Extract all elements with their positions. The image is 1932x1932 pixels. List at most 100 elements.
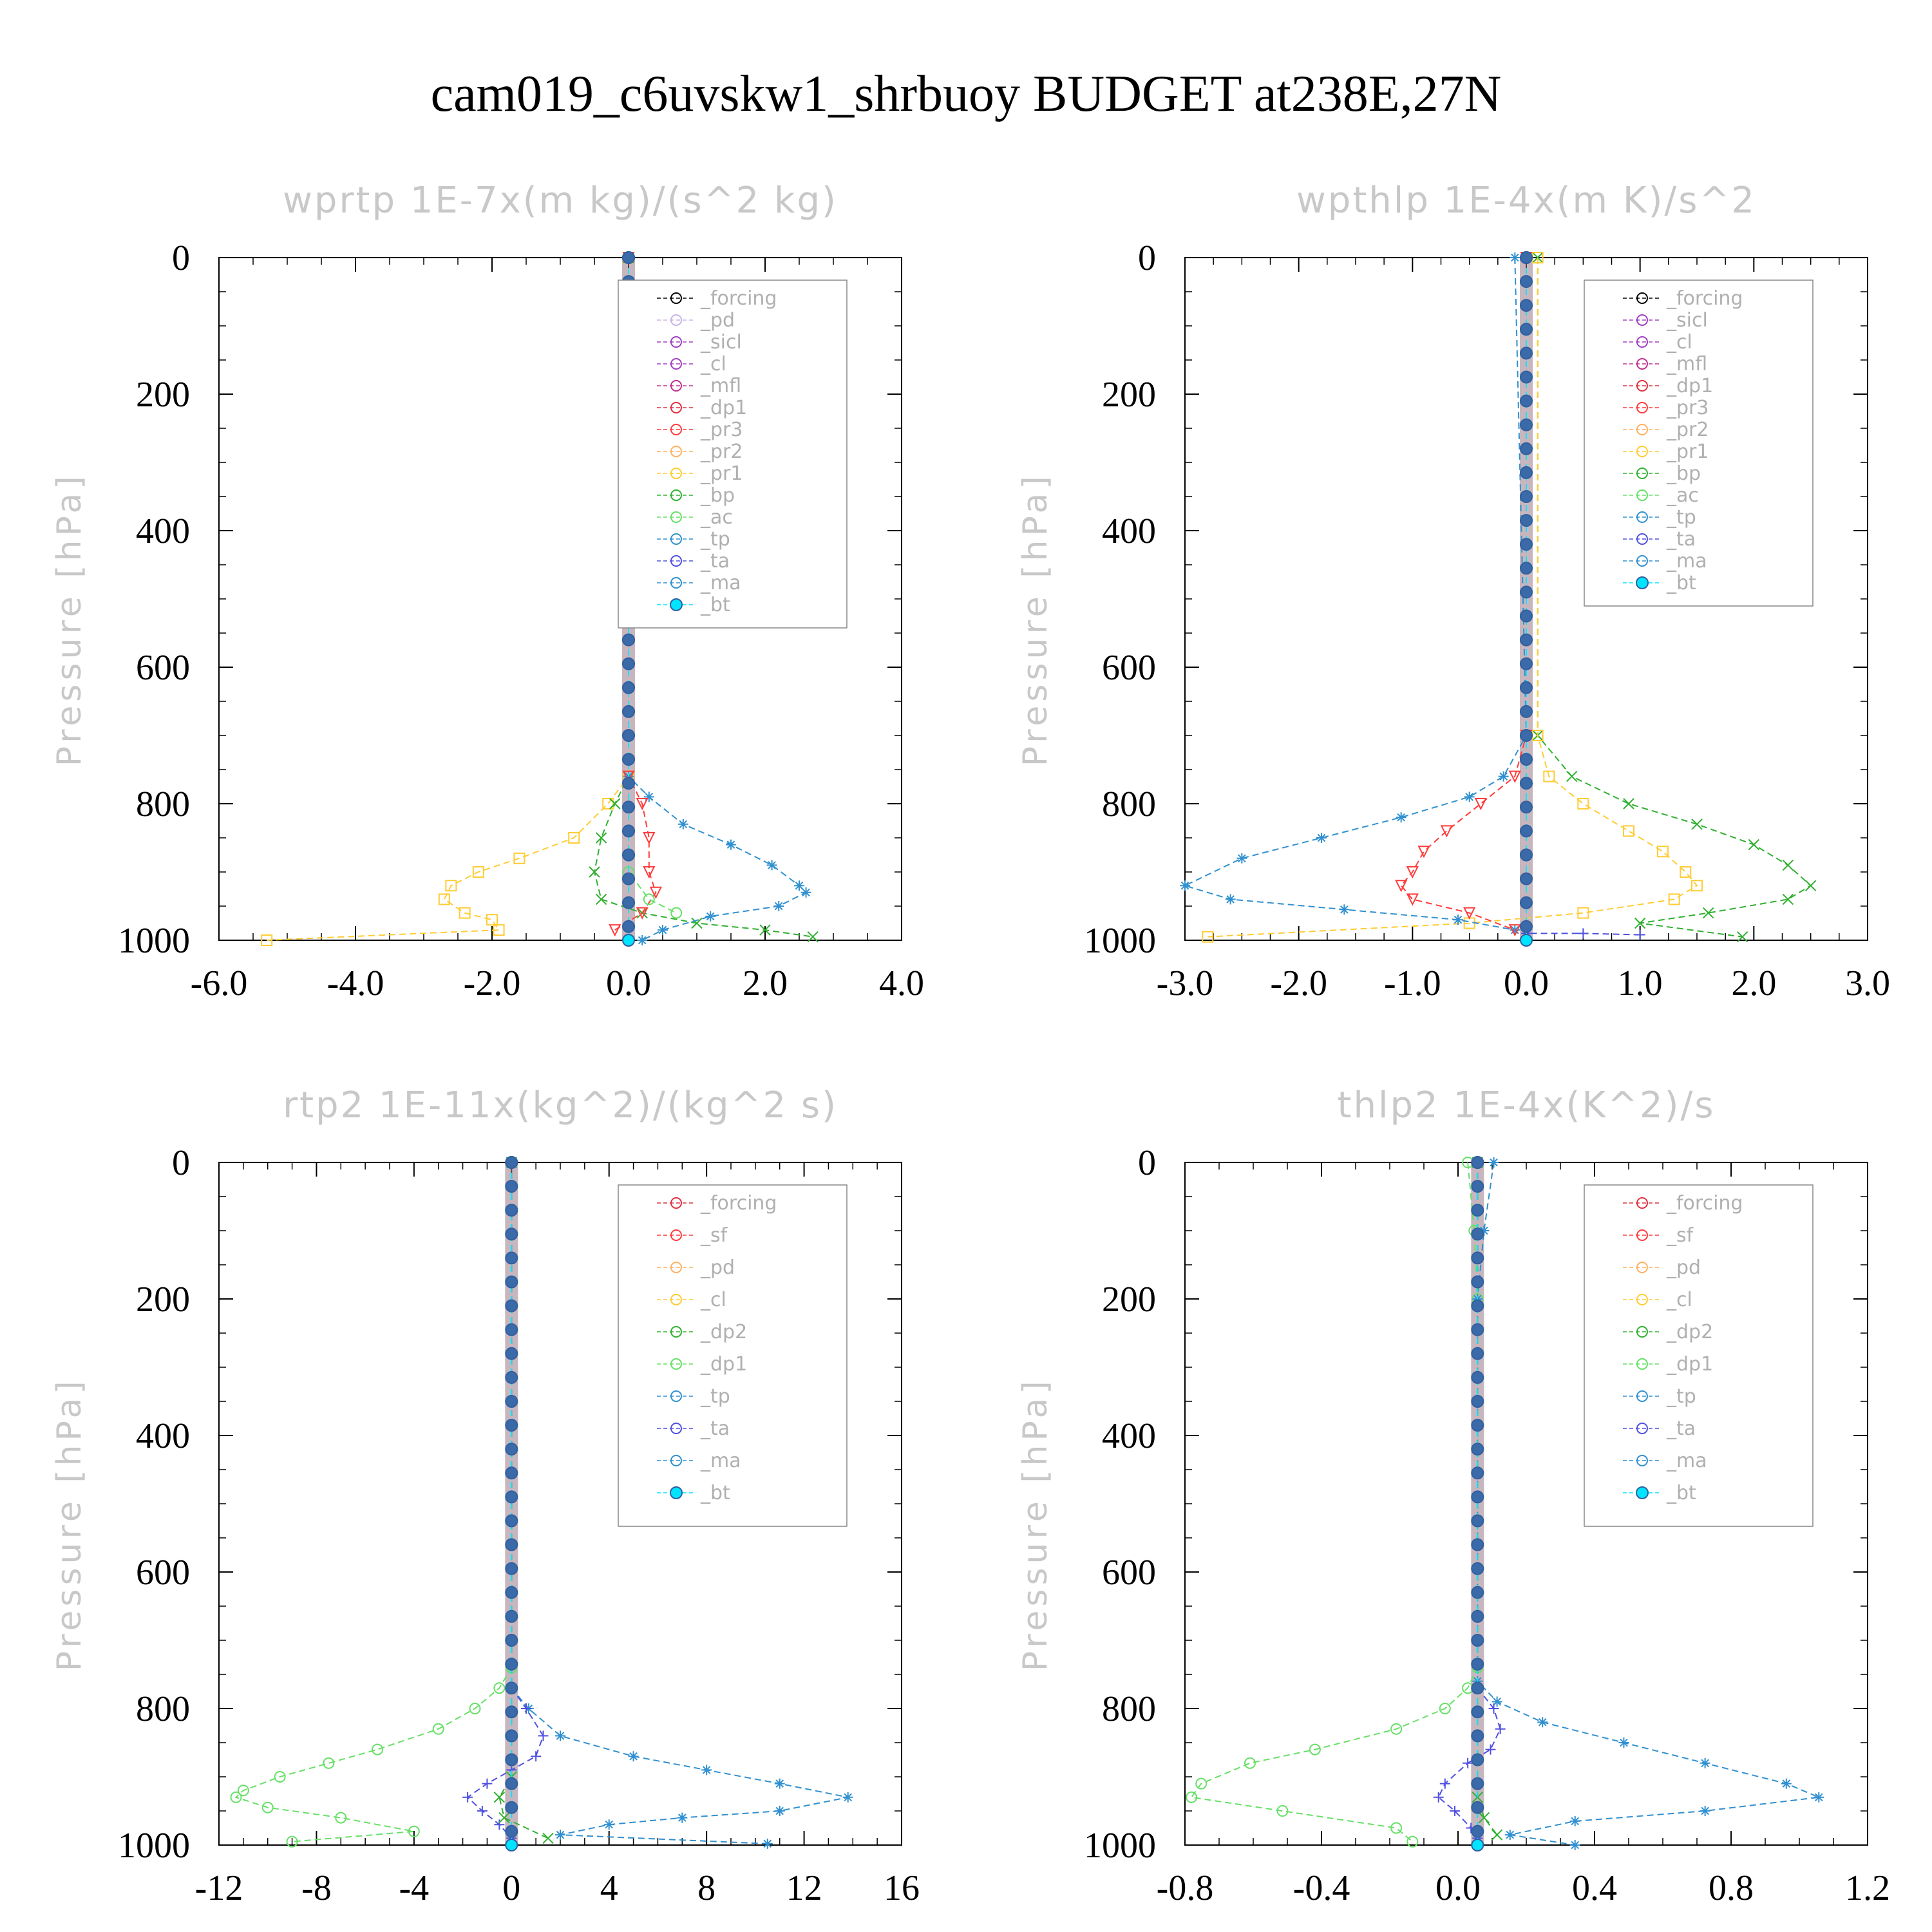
data-point	[677, 1812, 688, 1823]
legend-marker	[670, 1294, 682, 1305]
bt-point	[505, 1227, 518, 1241]
legend-entry: _dp1	[1666, 1353, 1713, 1376]
data-point	[1814, 1792, 1824, 1803]
legend-marker	[1636, 424, 1648, 435]
data-point	[542, 1832, 554, 1844]
data-point	[1508, 770, 1521, 783]
legend-marker	[670, 1197, 682, 1209]
bt-point	[505, 1681, 518, 1695]
data-point	[286, 1835, 298, 1848]
legend-marker	[1636, 292, 1648, 304]
data-point	[1491, 1829, 1503, 1841]
data-point	[1748, 838, 1760, 851]
legend-entry: _bt	[700, 1482, 730, 1504]
x-tick-label: -0.8	[1157, 1868, 1214, 1908]
data-point	[1537, 1717, 1548, 1728]
legend-marker	[670, 358, 682, 370]
bt-point	[1520, 299, 1533, 312]
data-point	[1433, 1792, 1444, 1803]
legend-entry: _ta	[1666, 528, 1696, 551]
bt-point	[1520, 442, 1533, 455]
legend-marker	[670, 1262, 682, 1273]
legend-entry: _dp2	[1666, 1321, 1713, 1343]
data-point	[800, 887, 811, 898]
legend-entry: _cl	[700, 1289, 726, 1311]
legend-entry: _sf	[700, 1224, 728, 1247]
y-tick-label: 400	[1102, 511, 1156, 551]
bt-point	[1471, 1227, 1484, 1241]
data-point	[1578, 928, 1589, 939]
series-line	[234, 1162, 513, 1842]
x-tick-label: 4.0	[879, 963, 924, 1003]
data-point	[230, 1791, 242, 1803]
series-tp	[1180, 252, 1531, 936]
data-point	[1691, 880, 1703, 892]
series-bt-markers	[1520, 251, 1533, 933]
data-point	[589, 866, 600, 878]
legend-entry: _tp	[700, 528, 730, 551]
bt-point	[1471, 1443, 1484, 1456]
x-tick-label: -3.0	[1157, 963, 1214, 1003]
legend-marker	[1636, 1423, 1648, 1434]
data-point	[842, 1792, 853, 1803]
data-point	[555, 1830, 565, 1841]
data-point	[1195, 1777, 1208, 1790]
legend-marker	[670, 314, 682, 326]
bt-point	[1520, 777, 1533, 790]
data-point	[459, 907, 471, 919]
data-point	[1316, 833, 1327, 843]
y-tick-label: 1000	[1084, 1826, 1156, 1866]
y-tick-label: 800	[1102, 1689, 1156, 1729]
legend-entry: _ma	[1666, 1450, 1707, 1472]
legend-entry: _sicl	[1666, 309, 1708, 332]
legend-entry: _pd	[700, 1256, 735, 1279]
data-point	[1488, 1157, 1499, 1168]
data-point	[622, 770, 635, 783]
y-tick-label: 1000	[118, 1826, 190, 1866]
data-point	[482, 1778, 493, 1789]
bt-point	[622, 657, 635, 670]
x-tick-label: 16	[884, 1868, 920, 1908]
data-point	[643, 893, 655, 905]
legend-marker	[670, 1486, 683, 1499]
series-line	[1190, 1162, 1479, 1842]
data-point	[1804, 880, 1817, 891]
x-tick-label: 8	[697, 1868, 715, 1908]
data-point	[1417, 846, 1430, 858]
data-point	[1180, 880, 1190, 891]
data-point	[1623, 798, 1634, 810]
data-point	[505, 1839, 518, 1852]
data-point	[595, 893, 607, 905]
legend-entry: _forcing	[700, 287, 777, 310]
data-point	[1439, 1703, 1451, 1714]
legend-marker	[670, 468, 682, 479]
data-point	[766, 860, 777, 871]
legend-marker	[1636, 446, 1648, 457]
panel-title: wpthlp 1E-4x(m K)/s^2	[1296, 180, 1756, 222]
bt-point	[1471, 1370, 1484, 1384]
data-point	[1440, 825, 1453, 838]
data-point	[1618, 1738, 1629, 1748]
bt-point	[622, 777, 635, 790]
bt-point	[1471, 1514, 1484, 1528]
data-point	[1395, 880, 1408, 893]
legend-entry: _pd	[700, 309, 735, 332]
x-tick-label: -2.0	[1270, 963, 1327, 1003]
legend-marker	[1636, 1294, 1648, 1305]
data-point	[1691, 819, 1703, 830]
legend-marker	[1636, 576, 1649, 589]
data-point	[1406, 1835, 1419, 1848]
data-point	[762, 1838, 773, 1849]
legend-marker	[670, 292, 682, 304]
bt-point	[1471, 1156, 1484, 1169]
bt-point	[622, 753, 635, 766]
x-tick-label: -4	[399, 1868, 430, 1908]
data-point	[531, 1751, 542, 1762]
data-point	[335, 1812, 347, 1824]
x-tick-label: -6.0	[191, 963, 248, 1003]
data-point	[1244, 1757, 1256, 1769]
data-point	[469, 1703, 481, 1714]
data-point	[643, 832, 656, 845]
bt-point	[1520, 418, 1533, 431]
